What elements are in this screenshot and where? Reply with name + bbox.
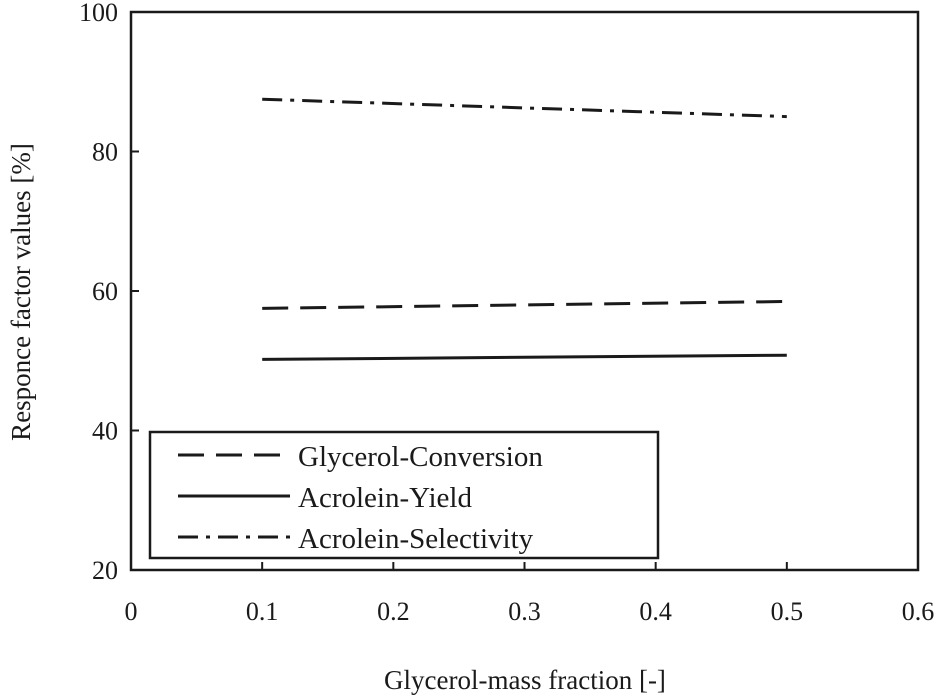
legend-label: Acrolein-Yield	[298, 482, 472, 514]
x-tick-label: 0.2	[377, 597, 410, 626]
legend-label: Glycerol-Conversion	[298, 441, 543, 473]
axis-ticks: 0 0.1 0.2 0.3 0.4 0.5 0.6 20 40 60 80 100	[79, 0, 934, 626]
y-tick-label: 40	[92, 417, 118, 446]
series-lines	[262, 97, 787, 361]
y-axis-title: Responce factor values [%]	[6, 143, 36, 441]
series-line-acrolein-yield	[262, 353, 787, 361]
x-tick-label: 0.5	[771, 597, 804, 626]
y-tick-label: 100	[79, 0, 118, 27]
x-tick-label: 0.4	[639, 597, 672, 626]
series-line-glycerol-conversion	[262, 300, 787, 310]
x-tick-label: 0	[125, 597, 138, 626]
series-line-acrolein-selectivity	[262, 97, 787, 119]
y-tick-label: 60	[92, 277, 118, 306]
y-tick-label: 80	[92, 138, 118, 167]
x-axis-title: Glycerol-mass fraction [-]	[384, 665, 666, 695]
legend-label: Acrolein-Selectivity	[298, 523, 534, 555]
x-tick-label: 0.1	[246, 597, 279, 626]
x-tick-label: 0.3	[508, 597, 541, 626]
x-tick-label: 0.6	[902, 597, 935, 626]
y-tick-label: 20	[92, 556, 118, 585]
legend: Glycerol-Conversion Acrolein-Yield Acrolei…	[148, 430, 660, 560]
